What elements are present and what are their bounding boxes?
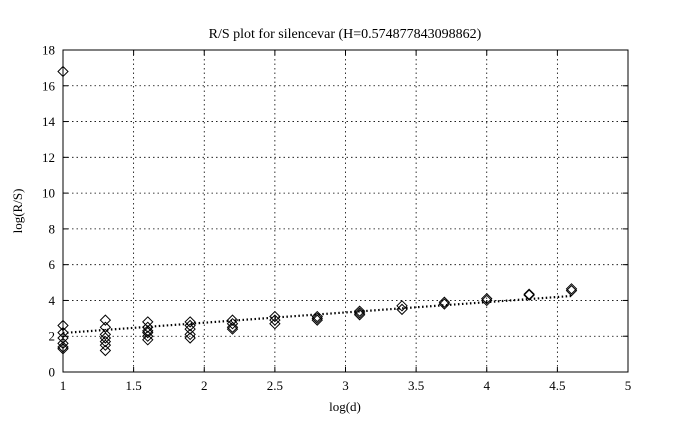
data-point <box>481 292 493 305</box>
data-point <box>523 288 535 300</box>
plot-frame <box>62 49 629 373</box>
data-point <box>565 284 578 297</box>
data-point <box>353 305 366 317</box>
x-tick-label: 2 <box>201 378 208 393</box>
data-point <box>438 296 451 308</box>
y-tick-label: 0 <box>49 365 56 380</box>
y-tick-label: 10 <box>42 186 55 201</box>
axis-ticks <box>62 49 629 373</box>
y-tick-label: 2 <box>49 329 56 344</box>
x-tick-label: 2.5 <box>267 378 283 393</box>
y-tick-label: 18 <box>42 43 55 58</box>
y-tick-label: 14 <box>42 114 56 129</box>
data-point <box>99 328 112 341</box>
data-point <box>311 312 323 325</box>
data-point <box>57 326 69 339</box>
data-point <box>184 316 196 328</box>
data-point <box>523 289 535 301</box>
data-point <box>311 310 323 323</box>
data-point <box>396 303 408 316</box>
y-tick-labels: 0 2 4 6 8 10 12 14 16 18 <box>42 43 56 380</box>
data-point <box>99 332 112 344</box>
data-point <box>99 335 112 348</box>
data-point <box>269 317 281 330</box>
data-point <box>481 294 493 307</box>
data-point <box>269 310 281 323</box>
data-point <box>226 321 239 333</box>
data-point <box>99 321 112 333</box>
data-point <box>142 334 154 346</box>
x-tick-labels: 1 1.5 2 2.5 3 3.5 4 4.5 5 <box>60 378 632 393</box>
y-tick-label: 12 <box>42 150 55 165</box>
data-point <box>142 316 154 328</box>
x-tick-label: 1 <box>60 378 67 393</box>
data-point <box>184 319 196 332</box>
x-axis-title: log(d) <box>329 399 361 414</box>
data-point <box>226 317 239 330</box>
x-tick-label: 3 <box>342 378 349 393</box>
data-point <box>57 343 69 355</box>
data-point <box>184 328 196 341</box>
data-point <box>99 314 112 326</box>
y-tick-label: 6 <box>49 257 56 272</box>
data-point <box>57 65 69 78</box>
x-tick-label: 4.5 <box>549 378 565 393</box>
data-point <box>438 298 451 310</box>
data-point <box>142 325 154 337</box>
data-point <box>57 337 69 350</box>
y-tick-label: 4 <box>49 293 56 308</box>
y-tick-label: 16 <box>42 78 56 93</box>
data-point <box>99 344 112 357</box>
data-point <box>226 323 239 335</box>
data-point <box>57 341 69 353</box>
x-tick-label: 3.5 <box>408 378 424 393</box>
x-tick-label: 1.5 <box>126 378 142 393</box>
data-point <box>57 319 69 332</box>
data-points <box>57 65 578 357</box>
data-point <box>565 283 578 295</box>
data-point <box>353 309 366 321</box>
grid-lines <box>63 50 628 372</box>
data-point <box>226 314 239 326</box>
data-point <box>142 321 154 333</box>
chart-title: R/S plot for silencevar (H=0.57487784309… <box>209 27 482 42</box>
y-tick-label: 8 <box>49 221 56 236</box>
data-point <box>269 314 281 326</box>
data-point <box>184 323 196 335</box>
data-point <box>142 326 154 339</box>
y-axis-title: log(R/S) <box>10 189 25 234</box>
x-tick-label: 5 <box>625 378 632 393</box>
x-tick-label: 4 <box>484 378 491 393</box>
data-point <box>142 330 154 342</box>
data-point <box>353 307 366 319</box>
data-point <box>396 300 408 312</box>
data-point <box>99 339 112 351</box>
data-point <box>184 332 196 344</box>
data-point <box>311 314 323 326</box>
data-point <box>57 332 69 344</box>
